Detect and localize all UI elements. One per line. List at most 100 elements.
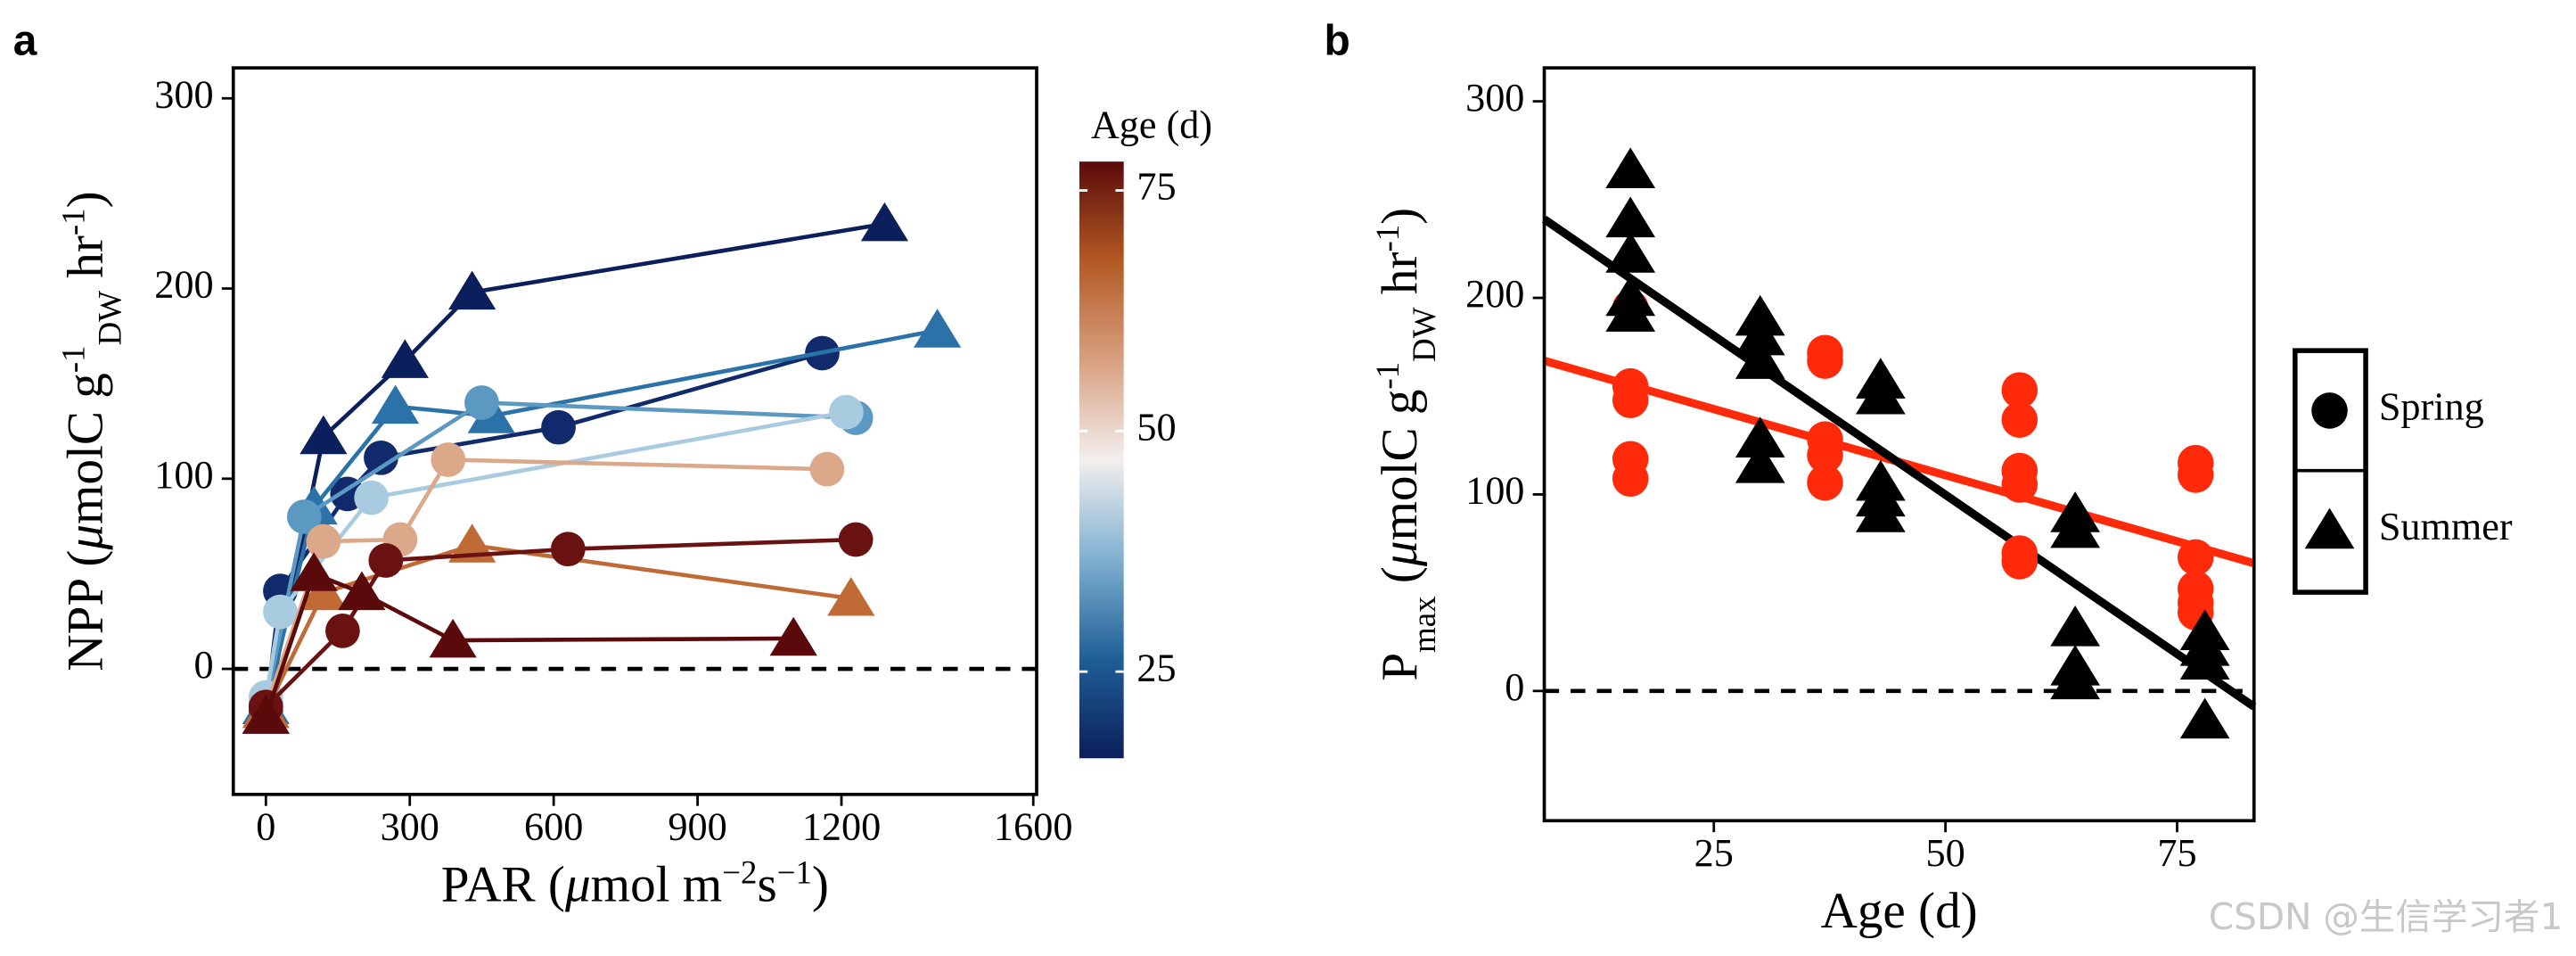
triangle-marker (381, 339, 429, 378)
circle-marker (829, 394, 864, 430)
label-part: DW (1405, 307, 1441, 362)
triangle-marker (1855, 373, 1906, 415)
circle-marker (1807, 437, 1843, 474)
circle-marker (263, 594, 298, 630)
y-tick-label: 200 (1465, 272, 1524, 316)
circle-marker (2311, 392, 2348, 429)
panel-label: a (13, 17, 37, 64)
circle-marker (1807, 342, 1843, 379)
triangle-marker (429, 618, 477, 658)
label-part: NPP ( (57, 550, 113, 672)
colorbar-tick-label: 25 (1136, 646, 1176, 689)
label-part: ) (1372, 208, 1428, 225)
label-part: ) (57, 191, 113, 208)
label-part: max (1405, 596, 1441, 652)
circle-marker (368, 543, 404, 578)
legend-label: Summer (2379, 505, 2513, 548)
circle-marker (2177, 539, 2214, 576)
label-part: μ (564, 857, 591, 913)
circle-marker (550, 532, 586, 567)
circle-marker (2001, 372, 2039, 408)
label-part: hr (57, 235, 113, 291)
circle-marker (354, 480, 390, 515)
circle-marker (2177, 457, 2214, 493)
circle-marker (809, 451, 845, 487)
label-part: molC g (57, 373, 113, 524)
triangle-marker (1855, 491, 1906, 532)
circle-marker (325, 614, 360, 648)
label-part: −1 (777, 853, 812, 890)
triangle-marker (1735, 338, 1785, 379)
label-part: s (757, 857, 776, 913)
label-part: −2 (722, 853, 757, 890)
triangle-marker (299, 415, 348, 455)
triangle-marker (914, 309, 962, 348)
label-part: P (1372, 653, 1428, 681)
x-tick-label: 25 (1694, 831, 1734, 875)
watermark: CSDN @生信学习者1 (2209, 895, 2563, 938)
triangle-marker (1735, 442, 1785, 483)
label-part: mol m (591, 857, 723, 913)
triangle-marker (1605, 232, 1656, 273)
y-tick-label: 0 (1505, 665, 1524, 709)
circle-marker (464, 385, 499, 420)
circle-marker (2001, 401, 2039, 438)
label-part: ) (812, 857, 829, 913)
colorbar-tick-label: 50 (1136, 406, 1176, 449)
y-tick-label: 200 (154, 263, 213, 307)
axis-label: Age (d) (1821, 883, 1978, 939)
panel-label: b (1325, 17, 1350, 64)
label-part: ( (1372, 566, 1428, 596)
circle-marker (1807, 464, 1843, 501)
x-tick-label: 50 (1926, 831, 1965, 875)
triangle-marker (2304, 507, 2355, 549)
triangle-marker (769, 616, 817, 656)
label-part: -1 (54, 208, 91, 235)
circle-marker (838, 522, 874, 557)
label-part: Age (d) (1821, 883, 1978, 939)
y-tick-label: 300 (1465, 76, 1524, 120)
colorbar-title: Age (d) (1091, 103, 1212, 146)
triangle-marker (242, 695, 290, 734)
circle-marker (287, 499, 322, 534)
axis-label: PAR (μmol m−2s−1) (441, 853, 829, 913)
triangle-marker (2179, 697, 2230, 739)
triangle-marker (1605, 147, 1656, 189)
triangle-marker (1605, 291, 1656, 332)
triangle-marker (2179, 639, 2230, 680)
triangle-marker (2050, 658, 2101, 700)
plot-frame (1542, 66, 2256, 823)
x-tick-label: 600 (524, 805, 583, 849)
x-tick-label: 1600 (994, 805, 1072, 849)
plot-frame (231, 66, 1038, 796)
triangle-marker (1605, 196, 1656, 238)
triangle-marker (827, 576, 875, 616)
y-tick-label: 300 (154, 72, 213, 116)
triangle-marker (860, 202, 909, 242)
y-tick-label: 100 (154, 453, 213, 497)
triangle-marker (2050, 605, 2101, 647)
label-part: μ (1372, 540, 1428, 567)
triangle-marker (2050, 507, 2101, 548)
x-tick-label: 300 (381, 805, 439, 849)
label-part: DW (91, 291, 127, 346)
triangle-marker (290, 552, 338, 591)
series-line (264, 328, 939, 708)
circle-marker (1612, 460, 1649, 498)
label-part: molC g (1372, 390, 1428, 541)
triangle-marker (1735, 416, 1785, 457)
triangle-marker (448, 270, 496, 310)
label-part: -1 (54, 345, 91, 373)
circle-marker (541, 409, 576, 445)
label-part: -1 (1368, 362, 1405, 390)
label-part: PAR ( (441, 857, 565, 913)
label-part: μ (57, 524, 113, 551)
colorbar-tick-label: 75 (1136, 165, 1176, 209)
circle-marker (2001, 466, 2039, 503)
triangle-marker (1735, 314, 1785, 356)
label-part: -1 (1368, 225, 1405, 252)
label-part: hr (1372, 252, 1428, 308)
axis-label: NPP (μmolC g-1DW hr-1) (54, 191, 127, 671)
y-tick-label: 0 (193, 643, 213, 687)
